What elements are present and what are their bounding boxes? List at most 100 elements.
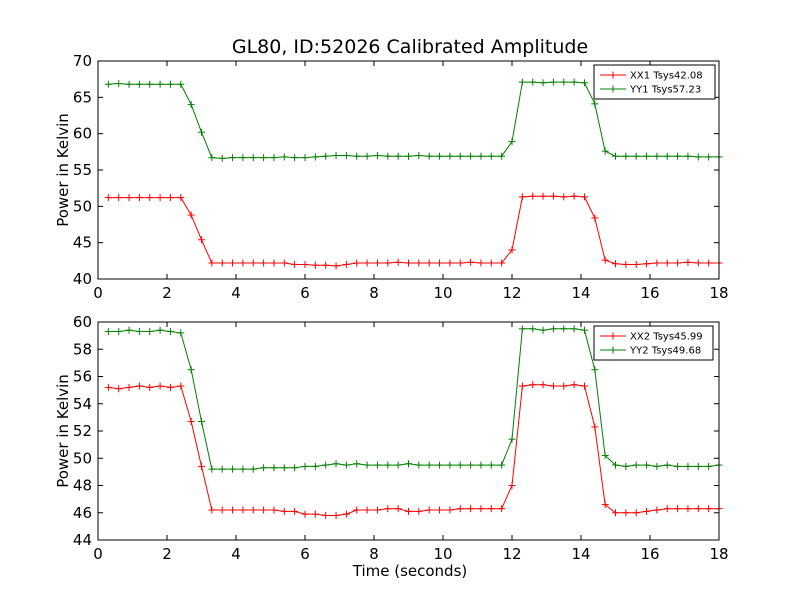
bottom-series-2-point: [198, 417, 205, 425]
top-series-2-point: [394, 152, 402, 160]
top-series-1-point: [198, 236, 205, 244]
bottom-series-2-point: [332, 460, 340, 468]
bottom-y-tick-label: 48: [73, 477, 92, 495]
top-series-2-point: [125, 80, 133, 88]
top-series-2-point: [415, 151, 423, 159]
top-series-1-point: [498, 259, 506, 267]
bottom-series-2-point: [311, 462, 319, 470]
bottom-series-2-point: [549, 325, 557, 333]
bottom-series-1-point: [632, 509, 640, 517]
top-series-1-point: [353, 259, 361, 267]
top-x-tick-label: 4: [231, 284, 241, 302]
top-y-tick-label: 60: [73, 125, 92, 143]
bottom-series-1-point: [373, 506, 381, 514]
bottom-series-2-point: [622, 462, 630, 470]
bottom-series-1-point: [694, 505, 702, 513]
top-series-1-point: [612, 260, 619, 268]
top-legend-label: YY1 Tsys57.23: [629, 85, 701, 96]
bottom-x-tick-label: 14: [571, 545, 590, 563]
top-y-tick-label: 45: [73, 234, 92, 252]
bottom-y-tick-label: 58: [73, 340, 92, 358]
top-series-2-point: [487, 152, 495, 160]
top-y-tick-label: 70: [73, 52, 92, 70]
bottom-series-1-point: [218, 506, 226, 514]
top-panel: 0 2 4 6 8 10 12 14 16 18 40 45 50 55 60 65 70 Power in K…: [54, 52, 729, 302]
top-series-2-point: [580, 79, 588, 87]
bottom-series-2-point: [601, 452, 609, 460]
bottom-x-tick-label: 12: [502, 545, 521, 563]
top-series-2-point: [239, 154, 247, 162]
bottom-series-2-point: [115, 328, 123, 336]
bottom-series-1-point: [198, 462, 205, 470]
top-series-1-point: [601, 256, 609, 264]
top-y-axis-label: Power in Kelvin: [54, 113, 72, 227]
top-series-1-point: [270, 259, 278, 267]
bottom-series-2-point: [663, 461, 671, 469]
bottom-series-1-point: [239, 506, 247, 514]
bottom-legend-box: [593, 325, 714, 361]
bottom-series-line-1: [108, 384, 719, 516]
bottom-legend: XX2 Tsys45.99 YY2 Tsys49.68: [593, 325, 714, 361]
top-series-2-point: [446, 152, 454, 160]
bottom-series-1-point: [405, 507, 412, 515]
bottom-series-1-point: [363, 506, 371, 514]
bottom-series-2-point: [270, 464, 278, 472]
bottom-series-1-point: [208, 506, 216, 514]
bottom-legend-item-1: XX2 Tsys45.99: [600, 332, 703, 343]
bottom-series-2-point: [187, 366, 195, 374]
top-series-1-point: [177, 194, 185, 202]
top-series-2-point: [332, 151, 340, 159]
bottom-series-1-point: [384, 505, 392, 513]
bottom-series-2-point: [446, 461, 454, 469]
top-series-2-point: [218, 154, 226, 162]
top-series-1-point: [187, 211, 195, 219]
top-series-2-point: [373, 151, 381, 159]
bottom-series-1-point: [580, 382, 588, 390]
top-series-1-point: [436, 259, 444, 267]
top-series-2-point: [353, 152, 361, 160]
top-series-1-point: [518, 193, 526, 201]
top-series-1-point: [208, 259, 216, 267]
top-series-2-point: [270, 154, 278, 162]
bottom-series-1-point: [342, 510, 350, 518]
top-series-2-point: [208, 154, 216, 162]
top-series-2-point: [622, 152, 630, 160]
bottom-y-tick-label: 50: [73, 449, 92, 467]
bottom-series-1-point: [591, 423, 599, 431]
top-series-1-point: [549, 192, 557, 200]
top-plot-area: [104, 78, 723, 270]
bottom-series-2-point: [301, 462, 309, 470]
top-y-tick-label: 65: [73, 88, 92, 106]
bottom-x-tick-label: 18: [709, 545, 728, 563]
bottom-x-tick-label: 4: [231, 545, 241, 563]
top-series-1-point: [229, 259, 237, 267]
top-series-1-point: [115, 194, 123, 202]
bottom-series-2-point: [373, 461, 381, 469]
bottom-series-2-point: [436, 461, 444, 469]
bottom-series-2-point: [322, 461, 330, 469]
top-series-1-point: [260, 259, 268, 267]
bottom-series-2-point: [612, 461, 619, 469]
top-x-tick-label: 18: [709, 284, 728, 302]
top-series-1-point: [405, 259, 412, 267]
top-series-1-point: [156, 194, 164, 202]
top-x-tick-label: 2: [162, 284, 172, 302]
bottom-series-2-point: [632, 461, 640, 469]
bottom-series-1-point: [332, 511, 340, 519]
top-series-1-point: [301, 260, 309, 268]
bottom-series-1-point: [674, 505, 682, 513]
top-series-1-point: [622, 260, 630, 268]
top-series-1-point: [632, 260, 640, 268]
bottom-x-tick-label: 0: [93, 545, 103, 563]
top-series-2-point: [539, 79, 547, 87]
top-series-2-point: [560, 78, 568, 86]
top-series-2-point: [229, 154, 237, 162]
bottom-series-1-point: [166, 383, 174, 391]
top-series-2-point: [104, 80, 112, 88]
top-series-2-point: [177, 80, 185, 88]
bottom-series-2-point: [208, 465, 216, 473]
top-series-2-point: [570, 78, 578, 86]
top-series-1-point: [694, 259, 702, 267]
bottom-series-2-point: [104, 328, 112, 336]
bottom-series-1-point: [301, 510, 309, 518]
